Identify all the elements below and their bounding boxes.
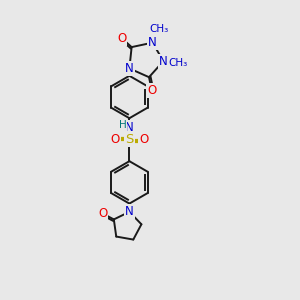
Text: O: O	[139, 133, 148, 146]
Text: CH₃: CH₃	[149, 24, 168, 34]
Text: H: H	[119, 120, 127, 130]
Text: N: N	[125, 121, 134, 134]
Text: O: O	[147, 84, 156, 97]
Text: CH₃: CH₃	[168, 58, 188, 68]
Text: N: N	[148, 36, 157, 49]
Text: N: N	[159, 55, 168, 68]
Text: S: S	[125, 133, 134, 146]
Text: O: O	[117, 32, 126, 45]
Text: O: O	[111, 133, 120, 146]
Text: O: O	[98, 207, 107, 220]
Text: N: N	[125, 62, 134, 75]
Text: N: N	[125, 205, 134, 218]
